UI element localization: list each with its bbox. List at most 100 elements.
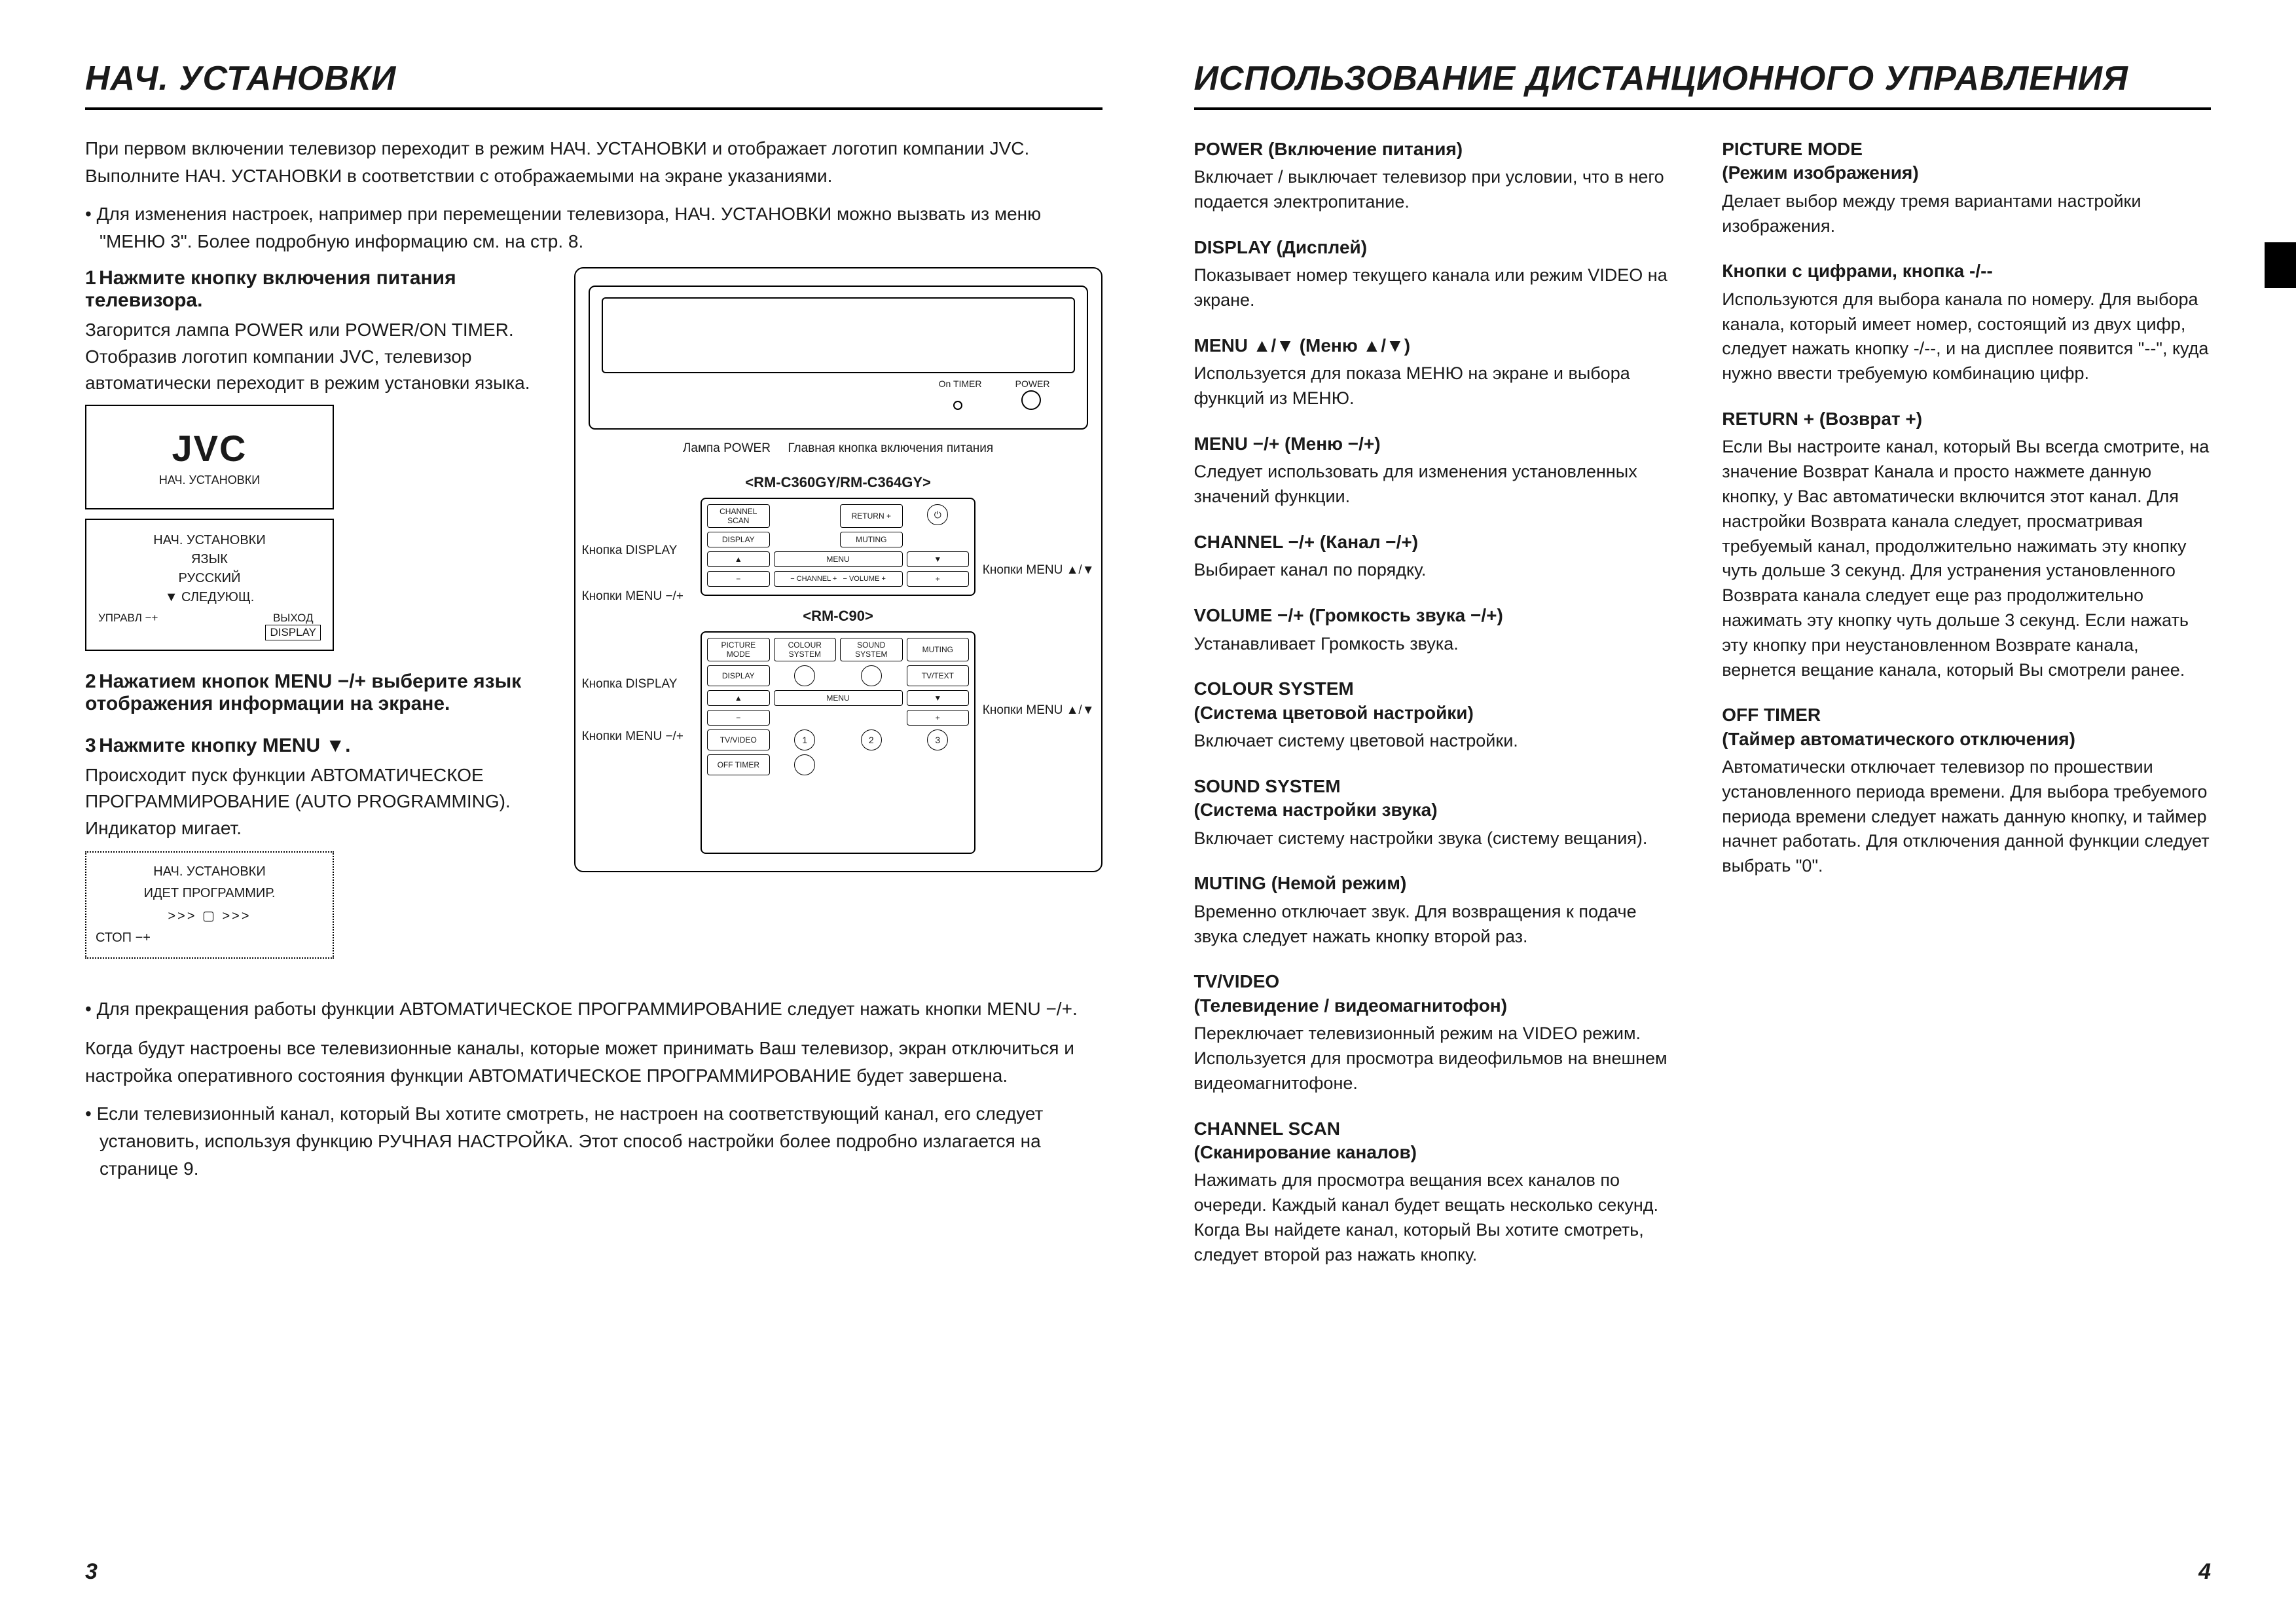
- function-body: Автоматически отключает телевизор по про…: [1722, 755, 2211, 879]
- intro-bullet: • Для изменения настроек, например при п…: [85, 200, 1102, 255]
- osd-footer-right-label: ВЫХОД: [273, 612, 314, 624]
- tv-main-button-caption: Главная кнопка включения питания: [788, 441, 993, 455]
- function-block: DISPLAY (Дисплей)Показывает номер текуще…: [1194, 236, 1683, 313]
- tv-power-button-icon: [1021, 390, 1041, 410]
- tv-lamp-icon: [953, 401, 962, 410]
- callout-menu-arrow-1: Кнопки MENU ▲/▼: [983, 563, 1095, 578]
- remote1-menu-down: ▼: [907, 551, 970, 567]
- function-block: OFF TIMER (Таймер автоматического отключ…: [1722, 703, 2211, 879]
- function-block: CHANNEL SCAN (Сканирование каналов)Нажим…: [1194, 1117, 1683, 1268]
- function-body: Выбирает канал по порядку.: [1194, 558, 1683, 583]
- remote1-muting: MUTING: [840, 532, 903, 547]
- osd-next: ▼ СЛЕДУЮЩ.: [98, 590, 321, 605]
- step1-body: Загорится лампа POWER или POWER/ON TIMER…: [85, 317, 553, 397]
- step3-number: 3: [85, 735, 96, 756]
- callout-menu-minus-2: Кнопки MENU −/+: [582, 729, 683, 744]
- osd-footer-right-btn: DISPLAY: [265, 625, 321, 640]
- paragraph-complete: Когда будут настроены все телевизионные …: [85, 1035, 1102, 1090]
- function-body: Используется для показа МЕНЮ на экране и…: [1194, 361, 1683, 411]
- function-title: RETURN + (Возврат +): [1722, 407, 2211, 431]
- jvc-logo: JVC: [172, 427, 247, 470]
- remote2-digit-3: 3: [927, 729, 948, 750]
- function-block: TV/VIDEO (Телевидение / видеомагнитофон)…: [1194, 970, 1683, 1096]
- remote2-display: DISPLAY: [707, 665, 770, 686]
- remote2-plus: +: [907, 710, 970, 726]
- osd-menu-box: НАЧ. УСТАНОВКИ ЯЗЫК РУССКИЙ ▼ СЛЕДУЮЩ. У…: [85, 519, 334, 651]
- function-title: PICTURE MODE (Режим изображения): [1722, 138, 2211, 185]
- function-body: Делает выбор между тремя вариантами наст…: [1722, 189, 2211, 239]
- remote2-up: ▲: [707, 690, 770, 706]
- remote1-diagram: CHANNEL SCAN RETURN + ⏻ DISPLAY MUTING ▲…: [701, 498, 975, 596]
- remote2-menu-label: MENU: [774, 690, 903, 706]
- function-title: MENU ▲/▼ (Меню ▲/▼): [1194, 334, 1683, 358]
- remote2-picture: PICTURE MODE: [707, 638, 770, 661]
- remote2-digit-1: 1: [794, 729, 815, 750]
- prog-progress: >>> ▢ >>>: [96, 908, 323, 924]
- jvc-caption: НАЧ. УСТАНОВКИ: [159, 473, 260, 487]
- function-block: MENU −/+ (Меню −/+)Следует использовать …: [1194, 432, 1683, 509]
- remote2-minus: −: [707, 710, 770, 726]
- tv-screen: [602, 297, 1075, 373]
- function-body: Временно отключает звук. Для возвращения…: [1194, 900, 1683, 950]
- remote2-colour: COLOUR SYSTEM: [774, 638, 837, 661]
- function-block: Кнопки с цифрами, кнопка -/--Используютс…: [1722, 259, 2211, 386]
- tv-power-label: POWER: [1015, 378, 1050, 389]
- diagrams-column: On TIMER POWER Лампа POWER Главная кнопк…: [574, 267, 1102, 978]
- callout-menu-minus-1: Кнопки MENU −/+: [582, 589, 683, 604]
- tv-lamp-caption: Лампа POWER: [683, 441, 771, 455]
- diagram-frame: On TIMER POWER Лампа POWER Главная кнопк…: [574, 267, 1102, 872]
- bullet-manual-tuning: • Если телевизионный канал, который Вы х…: [85, 1100, 1102, 1183]
- prog-title: НАЧ. УСТАНОВКИ: [96, 864, 323, 879]
- remote1-return-plus: RETURN +: [840, 504, 903, 528]
- jvc-logo-box: JVC НАЧ. УСТАНОВКИ: [85, 405, 334, 509]
- function-title: MENU −/+ (Меню −/+): [1194, 432, 1683, 456]
- function-block: PICTURE MODE (Режим изображения)Делает в…: [1722, 138, 2211, 238]
- prog-stop: СТОП −+: [96, 931, 323, 946]
- osd-lang-label: ЯЗЫК: [98, 552, 321, 567]
- function-title: COLOUR SYSTEM (Система цветовой настройк…: [1194, 677, 1683, 725]
- function-body: Переключает телевизионный режим на VIDEO…: [1194, 1022, 1683, 1096]
- step1-number: 1: [85, 267, 96, 289]
- remote2-off-timer: OFF TIMER: [707, 754, 770, 775]
- page-3: НАЧ. УСТАНОВКИ При первом включении теле…: [85, 59, 1102, 1585]
- page-title-right: ИСПОЛЬЗОВАНИЕ ДИСТАНЦИОННОГО УПРАВЛЕНИЯ: [1194, 59, 2212, 110]
- function-body: Включает / выключает телевизор при услов…: [1194, 165, 1683, 215]
- function-title: SOUND SYSTEM (Система настройки звука): [1194, 775, 1683, 822]
- function-block: CHANNEL −/+ (Канал −/+) Выбирает канал по…: [1194, 530, 1683, 583]
- tv-front-diagram: On TIMER POWER: [589, 286, 1088, 430]
- step2-title: Нажатием кнопок MENU −/+ выберите язык о…: [85, 671, 521, 714]
- step3-title: Нажмите кнопку MENU ▼.: [99, 735, 350, 756]
- function-block: SOUND SYSTEM (Система настройки звука)Вк…: [1194, 775, 1683, 851]
- remote1-menu-label: MENU: [774, 551, 903, 567]
- callout-display-2: Кнопка DISPLAY: [582, 677, 678, 692]
- function-title: DISPLAY (Дисплей): [1194, 236, 1683, 259]
- osd-footer-left: УПРАВЛ −+: [98, 612, 158, 640]
- remote1-display: DISPLAY: [707, 532, 770, 547]
- functions-col-b: PICTURE MODE (Режим изображения)Делает в…: [1722, 138, 2211, 1559]
- function-block: POWER (Включение питания) Включает / выкл…: [1194, 138, 1683, 215]
- function-title: MUTING (Немой режим): [1194, 872, 1683, 895]
- remote2-tvtext: TV/TEXT: [907, 665, 970, 686]
- intro-paragraph: При первом включении телевизор переходит…: [85, 135, 1102, 190]
- remote2-caption: <RM-C90>: [589, 608, 1088, 625]
- remote1-menu-up: ▲: [707, 551, 770, 567]
- function-title: OFF TIMER (Таймер автоматического отключ…: [1722, 703, 2211, 751]
- remote1-caption: <RM-C360GY/RM-C364GY>: [589, 474, 1088, 491]
- function-body: Если Вы настроите канал, который Вы всег…: [1722, 435, 2211, 682]
- steps-column: 1 Нажмите кнопку включения питания телев…: [85, 267, 553, 978]
- osd-lang-value: РУССКИЙ: [98, 571, 321, 586]
- remote2-btn-round1: [794, 665, 815, 686]
- callout-display-1: Кнопка DISPLAY: [582, 544, 678, 558]
- function-title: CHANNEL −/+ (Канал −/+): [1194, 530, 1683, 554]
- function-title: POWER (Включение питания): [1194, 138, 1683, 161]
- remote1-ch-vol-row: − CHANNEL + − VOLUME +: [774, 571, 903, 587]
- page-title-left: НАЧ. УСТАНОВКИ: [85, 59, 1102, 110]
- step3-body: Происходит пуск функции АВТОМАТИЧЕСКОЕ П…: [85, 762, 553, 842]
- page-4: ИСПОЛЬЗОВАНИЕ ДИСТАНЦИОННОГО УПРАВЛЕНИЯ …: [1194, 59, 2212, 1585]
- step2-number: 2: [85, 671, 96, 692]
- bullet-stop-programming: • Для прекращения работы функции АВТОМАТ…: [85, 995, 1102, 1023]
- remote2-sound: SOUND SYSTEM: [840, 638, 903, 661]
- prog-text: ИДЕТ ПРОГРАММИР.: [96, 886, 323, 901]
- page-number-4: 4: [1194, 1559, 2212, 1585]
- function-body: Используются для выбора канала по номеру…: [1722, 287, 2211, 386]
